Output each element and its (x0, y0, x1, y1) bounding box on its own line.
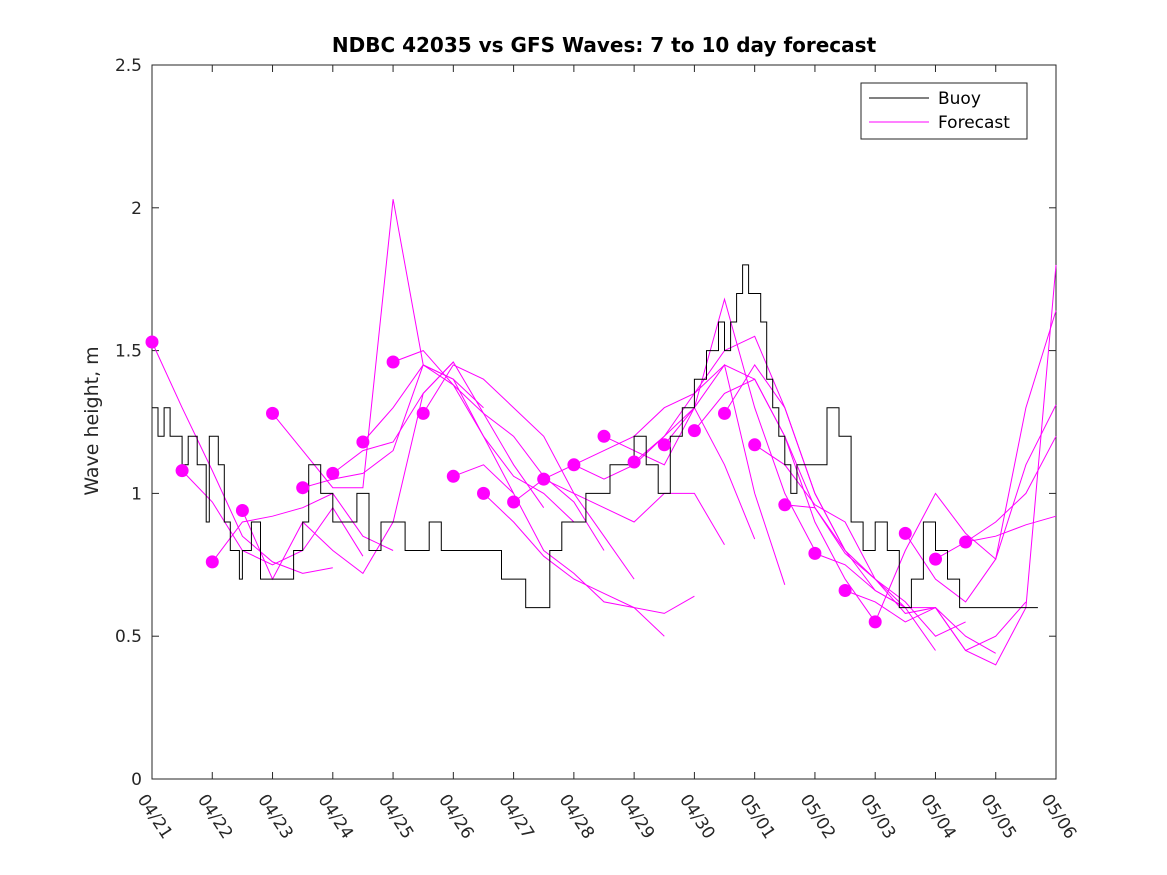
forecast-marker (235, 504, 249, 517)
y-tick-label: 2 (131, 199, 142, 219)
forecast-line (844, 264, 1057, 666)
forecast-line (603, 297, 816, 551)
forecast-marker (898, 526, 912, 540)
forecast-marker (446, 469, 460, 483)
legend-box (860, 82, 1028, 140)
forecast-marker (778, 498, 792, 512)
forecast-marker (657, 438, 671, 452)
forecast-line (332, 361, 545, 508)
y-tick-label: 0.5 (115, 627, 142, 647)
forecast-marker (507, 495, 521, 509)
forecast-marker (959, 535, 973, 549)
forecast-marker (718, 406, 731, 420)
buoy-line (152, 264, 1038, 609)
forecast-marker (929, 552, 942, 566)
chart-title: NDBC 42035 vs GFS Waves: 7 to 10 day for… (332, 33, 877, 57)
forecast-marker (326, 466, 340, 480)
forecast-marker (597, 429, 611, 443)
forecast-marker (567, 458, 581, 472)
forecast-marker (687, 424, 701, 438)
forecast-line (422, 364, 635, 580)
forecast-marker (868, 615, 882, 629)
forecast-marker (386, 355, 400, 369)
y-tick-label: 2.5 (115, 56, 142, 76)
forecast-marker (266, 406, 279, 420)
forecast-line (814, 552, 1027, 652)
forecast-marker (175, 464, 189, 478)
forecast-marker (748, 438, 762, 452)
forecast-line (392, 350, 605, 551)
forecast-line (904, 404, 1057, 603)
y-tick-label: 1.5 (115, 342, 142, 362)
forecast-line (935, 436, 1057, 560)
forecast-marker (145, 335, 159, 349)
forecast-line (211, 492, 394, 563)
legend: Buoy Forecast (860, 82, 1028, 140)
forecast-marker (477, 486, 490, 500)
forecast-line (483, 493, 695, 614)
forecast-line (784, 504, 996, 654)
forecast-line (573, 363, 786, 585)
forecast-marker (838, 584, 852, 597)
legend-buoy-label: Buoy (938, 89, 981, 109)
forecast-marker (416, 406, 430, 420)
forecast-marker (627, 455, 641, 469)
forecast-line (453, 464, 665, 637)
legend-forecast-label: Forecast (938, 113, 1010, 133)
forecast-line (874, 310, 1057, 623)
forecast-marker (296, 481, 310, 495)
forecast-line (362, 364, 575, 523)
forecast-marker (205, 555, 219, 569)
forecast-marker (356, 435, 370, 449)
forecast-marker (537, 472, 551, 486)
y-axis-label: Wave height, m (81, 346, 103, 495)
forecast-marker (808, 546, 822, 560)
forecast-line (754, 444, 966, 637)
forecast-line (965, 515, 1057, 543)
axes-box (151, 64, 1057, 780)
y-tick-label: 1 (131, 484, 142, 504)
y-tick-label: 0 (131, 770, 142, 790)
forecast-line (151, 341, 333, 574)
